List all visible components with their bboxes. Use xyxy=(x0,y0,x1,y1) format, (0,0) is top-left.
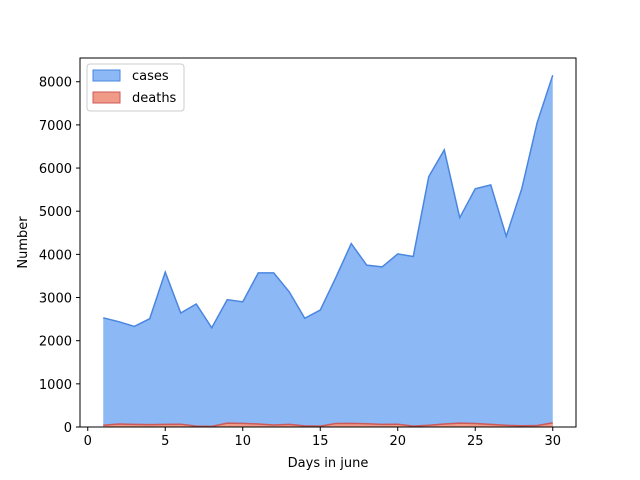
y-tick-label-5000: 5000 xyxy=(39,205,72,220)
legend-label-deaths: deaths xyxy=(132,91,177,106)
x-tick-label-20: 20 xyxy=(389,434,406,449)
y-tick-label-1000: 1000 xyxy=(39,378,72,393)
y-tick-label-4000: 4000 xyxy=(39,248,72,263)
y-tick-label-0: 0 xyxy=(64,421,72,436)
x-tick-label-5: 5 xyxy=(161,434,169,449)
line-deaths xyxy=(103,422,553,428)
x-axis-label: Days in june xyxy=(288,456,369,471)
series-layer xyxy=(103,75,554,428)
y-tick-label-2000: 2000 xyxy=(39,335,72,350)
y-axis-label: Number xyxy=(16,216,31,269)
x-tick-label-0: 0 xyxy=(84,434,92,449)
y-tick-label-7000: 7000 xyxy=(39,119,72,134)
ticks-layer: 0 5 10 15 20 25 30 0 1000 2000 3000 4000 5000 6000 700… xyxy=(39,76,561,449)
x-tick-label-25: 25 xyxy=(467,434,484,449)
legend-swatch-deaths xyxy=(92,91,121,104)
legend: cases deaths xyxy=(86,63,185,112)
area-cases xyxy=(103,75,553,427)
plot-frame xyxy=(79,57,577,428)
y-tick-label-6000: 6000 xyxy=(39,162,72,177)
x-tick-label-30: 30 xyxy=(544,434,561,449)
y-tick-label-8000: 8000 xyxy=(39,76,72,91)
line-cases xyxy=(103,75,554,330)
x-tick-label-15: 15 xyxy=(312,434,329,449)
y-tick-label-3000: 3000 xyxy=(39,292,72,307)
legend-label-cases: cases xyxy=(132,69,169,84)
legend-swatch-cases xyxy=(92,69,121,82)
x-tick-label-10: 10 xyxy=(234,434,251,449)
